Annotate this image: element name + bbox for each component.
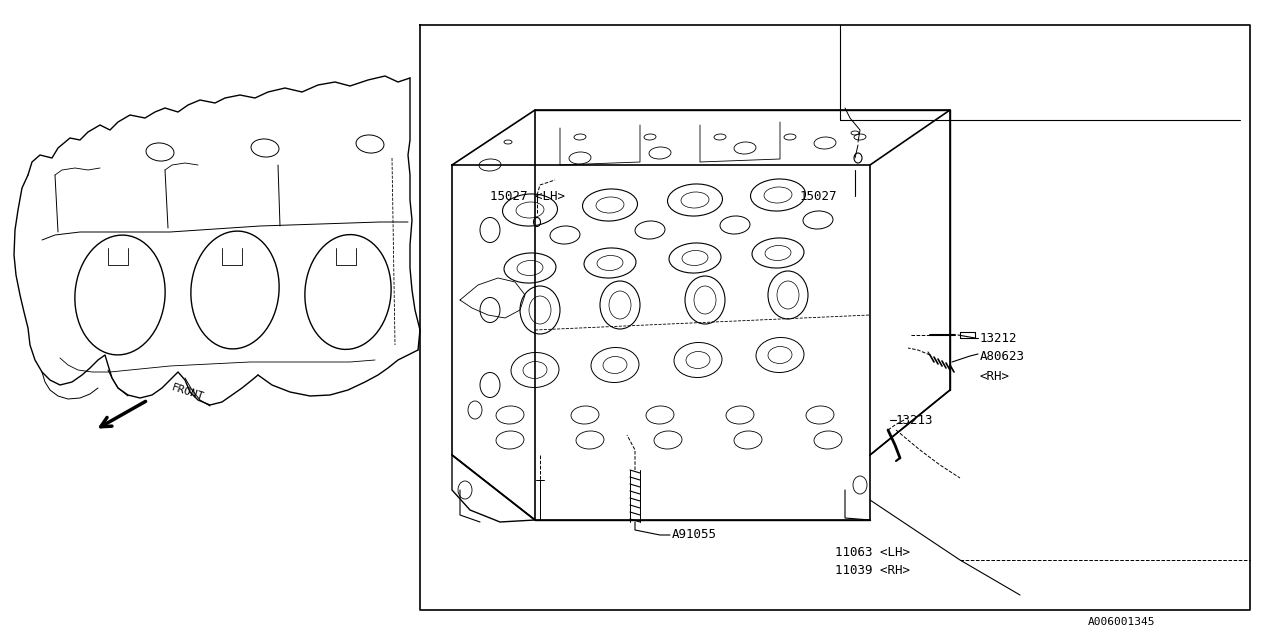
- Text: A91055: A91055: [672, 529, 717, 541]
- Text: 11039 <RH>: 11039 <RH>: [835, 563, 910, 577]
- Text: FRONT: FRONT: [170, 382, 206, 402]
- Text: 11063 <LH>: 11063 <LH>: [835, 547, 910, 559]
- Text: A80623: A80623: [980, 351, 1025, 364]
- Text: 15027: 15027: [800, 189, 837, 202]
- Text: A006001345: A006001345: [1088, 617, 1155, 627]
- Text: 15027 <LH>: 15027 <LH>: [490, 189, 564, 202]
- Text: 13213: 13213: [896, 413, 933, 426]
- Text: <RH>: <RH>: [980, 369, 1010, 383]
- Text: 13212: 13212: [980, 332, 1018, 344]
